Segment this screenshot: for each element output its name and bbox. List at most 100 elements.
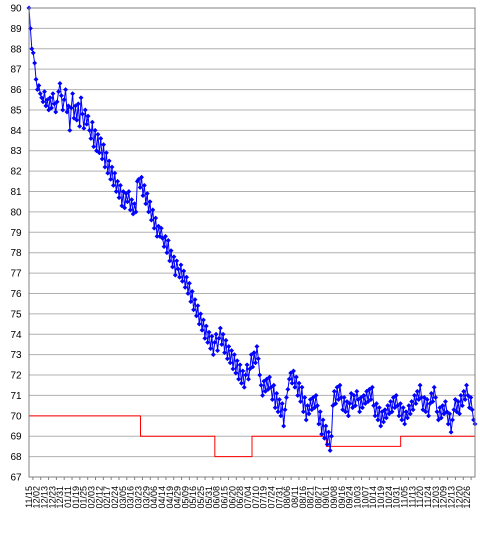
data-point [93,148,100,154]
x-tick-label: 05/31 [204,486,214,509]
data-point [307,396,313,403]
data-point [116,195,122,201]
data-point [79,111,86,117]
data-point [265,386,271,392]
x-tick-label: 03/29 [141,486,151,509]
data-point [119,203,125,209]
data-point [131,201,138,207]
data-point [85,113,91,119]
x-tick-label: 08/27 [313,486,323,509]
data-point [220,331,226,337]
data-point [40,99,46,105]
data-point [289,380,295,386]
data-point [438,415,444,421]
target-weight-series [29,415,475,458]
x-tick-label: 03/05 [118,486,128,509]
data-point [92,127,98,133]
x-tick-label: 12/13 [446,486,456,509]
data-point [126,188,132,195]
data-point [417,382,423,388]
data-point [409,398,415,405]
data-point [252,360,259,366]
plot-area-border [28,7,476,478]
data-point [167,258,173,264]
data-point [375,417,381,423]
data-point [251,350,257,356]
data-point [200,317,207,323]
x-tick-label: 11/20 [415,486,425,508]
x-tick-label: 10/03 [353,486,363,509]
data-point [444,409,450,415]
data-point [103,150,109,156]
data-point [355,396,361,403]
x-tick-label: 08/16 [298,486,308,509]
data-point [461,388,467,394]
data-point [302,394,308,401]
data-point [416,396,422,403]
data-point [95,131,101,137]
data-point [403,409,409,415]
data-point [247,366,253,372]
data-point [50,91,56,97]
data-point [147,199,153,205]
x-tick-label: 09/24 [345,486,355,509]
data-point [89,119,95,125]
data-point [102,164,108,170]
data-point [404,415,411,421]
x-tick-label: 10/24 [384,486,394,509]
data-point [296,380,302,386]
y-tick-label: 68 [10,452,22,463]
data-point [202,335,208,341]
data-point [48,105,55,111]
x-tick-label: 06/20 [227,486,237,509]
data-point [244,362,250,368]
data-point [400,405,406,411]
data-point [320,417,326,423]
data-point [123,191,129,197]
data-point [334,384,340,390]
x-tick-label: 09/16 [337,486,347,509]
y-tick-label: 79 [10,228,22,239]
data-point [378,423,384,429]
weight-series [26,5,478,454]
x-tick-label: 10/07 [360,486,370,509]
data-point [426,413,432,419]
data-point [74,117,80,123]
data-point [345,413,351,419]
data-point [323,423,329,429]
data-point [295,392,301,398]
data-point [75,101,81,107]
data-point [30,50,36,56]
x-tick-label: 01/25 [79,486,89,509]
data-point [136,176,142,182]
data-point [389,409,395,415]
data-point [168,248,174,254]
data-point [153,215,159,221]
x-tick-label: 11/24 [423,486,433,508]
data-point [362,401,368,407]
y-tick-label: 90 [10,4,22,15]
data-point [231,352,237,358]
data-point [179,278,185,284]
x-tick-label: 10/14 [368,486,378,509]
data-point [144,191,150,197]
data-point [414,388,420,394]
data-point [380,419,387,425]
data-point [326,429,332,435]
data-point [205,339,211,345]
y-tick-label: 77 [10,269,22,280]
data-point [458,392,464,398]
data-point [358,394,364,401]
data-point [278,413,284,419]
data-point [229,348,235,354]
data-point [169,264,176,270]
y-tick-label: 73 [10,350,22,361]
data-point [53,109,59,115]
data-point [274,390,280,396]
data-point [468,394,474,401]
data-point [466,405,472,411]
data-point [305,403,311,409]
data-point [241,384,247,390]
data-point [314,403,320,409]
data-point [240,368,246,374]
